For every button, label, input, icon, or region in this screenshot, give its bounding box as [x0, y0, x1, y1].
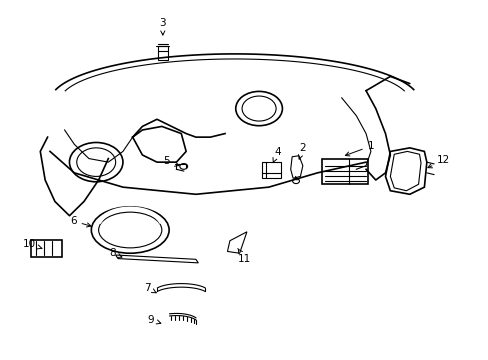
Polygon shape	[389, 152, 420, 191]
Text: 3: 3	[159, 18, 166, 35]
Polygon shape	[290, 156, 302, 178]
Text: 4: 4	[272, 147, 280, 163]
Text: 8: 8	[109, 248, 122, 258]
Polygon shape	[385, 148, 426, 194]
Polygon shape	[227, 232, 246, 253]
Text: 6: 6	[70, 216, 91, 227]
Polygon shape	[116, 255, 198, 263]
FancyBboxPatch shape	[30, 240, 62, 257]
Text: 9: 9	[147, 315, 161, 325]
FancyBboxPatch shape	[322, 158, 368, 184]
Text: 11: 11	[237, 248, 251, 264]
Text: 10: 10	[23, 239, 42, 249]
Text: 5: 5	[163, 157, 179, 166]
Ellipse shape	[91, 207, 169, 253]
FancyBboxPatch shape	[158, 46, 167, 60]
Text: 7: 7	[143, 283, 156, 293]
Text: 1: 1	[345, 141, 373, 156]
Text: 12: 12	[427, 156, 449, 168]
Ellipse shape	[99, 212, 162, 248]
FancyBboxPatch shape	[262, 162, 281, 178]
Text: 2: 2	[298, 143, 305, 159]
